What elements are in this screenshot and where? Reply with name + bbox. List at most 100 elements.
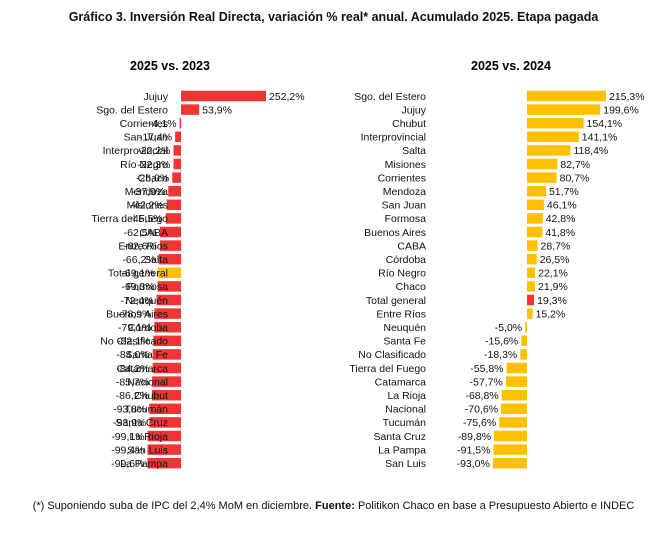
value-label-2023-tierra-del-fuego: -45,5% <box>129 213 162 225</box>
value-label-2023-misiones: -42,2% <box>130 200 163 212</box>
category-label-2024-catamarca: Catamarca <box>375 376 427 388</box>
bar-2024-buenos-aires <box>527 226 543 238</box>
value-label-2023-nacional: -85,7% <box>116 376 149 388</box>
value-label-2023-la-rioja: -99,1% <box>111 431 144 443</box>
category-label-2024-formosa: Formosa <box>385 213 427 225</box>
category-label-2024-salta: Salta <box>402 145 426 157</box>
chart-2025-vs-2024: Sgo. del Estero 215,3% Jujuy 199,6% Chubut 15… <box>349 90 645 470</box>
bar-2024-tierra-del-fuego <box>506 362 527 374</box>
category-label-2023-tierra-del-fuego: Tierra del Fuego <box>91 213 168 225</box>
bar-2023-corrientes <box>179 117 181 129</box>
value-label-2023-sgo-del-estero: 53,9% <box>202 104 232 116</box>
value-label-2024-santa-cruz: -89,8% <box>458 431 491 443</box>
category-label-2023-tucuman: Tucumán <box>125 404 169 416</box>
category-label-2023-caba: CABA <box>139 227 168 239</box>
category-label-2023-chubut: Chubut <box>134 390 168 402</box>
value-label-2024-total-general: 19,3% <box>537 295 567 307</box>
value-label-2024-mendoza: 51,7% <box>549 186 579 198</box>
value-label-2023-cordoba: -79,1% <box>118 322 151 334</box>
category-label-2023-nacional: Nacional <box>127 376 168 388</box>
value-label-2023-rio-negro: -22,3% <box>137 159 170 171</box>
category-label-2023-rio-negro: Río Negro <box>120 159 168 171</box>
value-label-2023-santa-fe: -84,0% <box>116 349 149 361</box>
bar-2023-la-pampa <box>147 457 181 469</box>
value-label-2024-formosa: 42,8% <box>546 213 576 225</box>
value-label-2023-formosa: -69,3% <box>121 281 154 293</box>
bar-2023-san-luis <box>147 444 181 455</box>
value-label-2023-chaco: -26,0% <box>136 172 169 184</box>
chart-title-2024: 2025 vs. 2024 <box>471 59 551 73</box>
value-label-2023-caba: -62,5% <box>124 227 157 239</box>
figure-title: Gráfico 3. Inversión Real Directa, varia… <box>68 10 599 24</box>
bar-2023-entre-rios <box>159 240 181 251</box>
category-label-2023-la-pampa: La Pampa <box>120 458 168 470</box>
bar-2024-no-clasificado <box>520 349 527 360</box>
bar-charts: 2025 vs. 2023 2025 vs. 2024 Jujuy 252,2% S… <box>91 59 645 470</box>
bar-2023-nacional <box>152 376 181 387</box>
category-label-2024-interprovincial: Interprovincial <box>361 132 426 144</box>
bar-2023-tierra-del-fuego <box>165 213 181 224</box>
category-label-2024-total-general: Total general <box>366 295 426 307</box>
category-label-2023-total-general: Total general <box>108 268 168 280</box>
value-label-2024-sgo-del-estero: 215,3% <box>609 91 645 103</box>
value-label-2024-santa-fe: -15,6% <box>485 336 518 348</box>
category-label-2023-santa-cruz: Santa Cruz <box>115 417 168 429</box>
category-label-2023-salta: Salta <box>144 254 168 266</box>
value-label-2024-salta: 118,4% <box>573 145 608 157</box>
value-label-2024-interprovincial: 141,1% <box>582 132 618 144</box>
category-label-2023-catamarca: Catamarca <box>117 363 169 375</box>
bar-2024-chaco <box>527 281 536 292</box>
value-label-2024-catamarca: -57,7% <box>470 376 503 388</box>
value-label-2023-mendoza: -37,9% <box>132 186 165 198</box>
category-label-2023-sgo-del-estero: Sgo. del Estero <box>96 104 168 116</box>
category-label-2024-santa-fe: Santa Fe <box>383 336 426 348</box>
value-label-2024-tucuman: -75,6% <box>463 417 496 429</box>
category-label-2023-corrientes: Corrientes <box>120 118 168 130</box>
category-label-2024-santa-cruz: Santa Cruz <box>373 431 426 443</box>
value-label-2024-no-clasificado: -18,3% <box>484 349 517 361</box>
bar-2023-santa-fe <box>152 349 181 360</box>
value-label-2023-jujuy: 252,2% <box>269 91 305 103</box>
value-label-2023-no-clasificado: -82,1% <box>117 336 150 348</box>
bar-2023-cordoba <box>154 321 181 333</box>
value-label-2024-nacional: -70,6% <box>465 404 498 416</box>
value-label-2024-caba: 28,7% <box>541 240 571 252</box>
footnote-text: (*) Suponiendo suba de IPC del 2,4% MoM … <box>32 500 316 512</box>
bar-2023-mendoza <box>168 185 181 197</box>
category-label-2023-jujuy: Jujuy <box>143 91 168 103</box>
chart-2025-vs-2023: Jujuy 252,2% Sgo. del Estero 53,9% Corriente… <box>91 90 305 470</box>
value-label-2023-interprovincial: -22,2% <box>137 145 170 157</box>
category-label-2023-mendoza: Mendoza <box>125 186 168 198</box>
value-label-2024-chaco: 21,9% <box>538 281 568 293</box>
category-label-2023-cordoba: Córdoba <box>128 322 168 334</box>
bar-2023-chaco <box>172 172 181 183</box>
bar-2024-santa-fe <box>521 335 527 347</box>
value-label-2024-misiones: 82,7% <box>560 159 590 171</box>
category-label-2024-neuquen: Neuquén <box>383 322 426 334</box>
category-label-2023-interprovincial: Interprovincial <box>103 145 168 157</box>
value-label-2023-la-pampa: -99,6% <box>111 458 144 470</box>
value-label-2024-la-rioja: -68,8% <box>465 390 498 402</box>
category-label-2023-la-rioja: La Rioja <box>129 431 168 443</box>
bar-2023-misiones <box>166 199 181 211</box>
bar-2024-chubut <box>527 117 584 129</box>
bar-2024-san-luis <box>492 457 527 469</box>
footnote-source-label: Fuente: <box>315 500 355 512</box>
value-label-2023-santa-cruz: -93,9% <box>113 417 146 429</box>
bar-2023-total-general <box>157 267 181 279</box>
value-label-2024-rio-negro: 22,1% <box>538 268 568 280</box>
category-label-2024-caba: CABA <box>397 240 426 252</box>
category-label-2024-tierra-del-fuego: Tierra del Fuego <box>349 363 426 375</box>
bar-2024-entre-rios <box>527 308 533 319</box>
bar-2024-corrientes <box>527 172 557 183</box>
category-label-2024-jujuy: Jujuy <box>401 104 426 116</box>
bar-2023-salta <box>158 253 181 265</box>
bar-2023-caba <box>159 226 181 238</box>
value-label-2023-tucuman: -93,8% <box>113 404 146 416</box>
category-label-2023-neuquen: Neuquén <box>125 295 168 307</box>
category-label-2023-san-luis: San Luis <box>127 444 168 456</box>
value-label-2023-salta: -66,2% <box>122 254 155 266</box>
category-label-2024-chaco: Chaco <box>396 281 427 293</box>
value-label-2023-catamarca: -84,2% <box>116 363 149 375</box>
bar-2023-jujuy <box>181 90 266 102</box>
